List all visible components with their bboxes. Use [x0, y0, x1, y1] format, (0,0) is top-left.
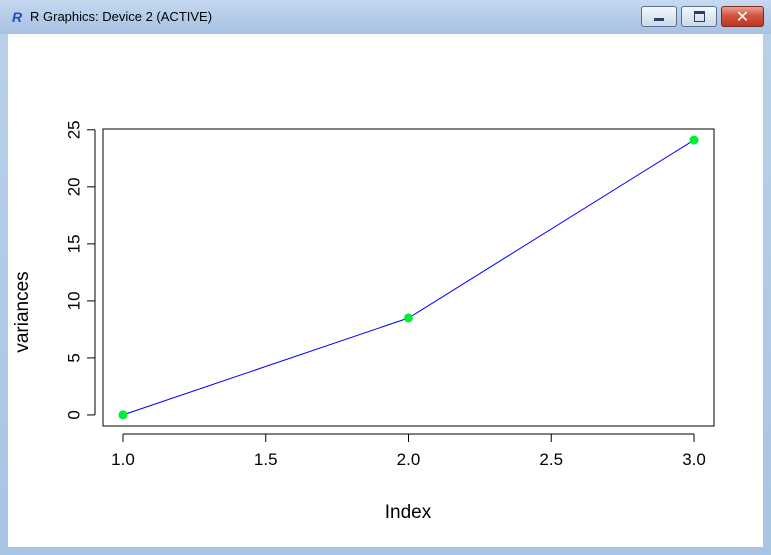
- close-button[interactable]: ✕: [721, 6, 764, 27]
- series-line: [122, 139, 695, 416]
- y-axis: 0 5 10 15 20 25: [65, 120, 96, 420]
- title-bar[interactable]: R R Graphics: Device 2 (ACTIVE) ✕: [0, 0, 771, 34]
- x-tick-label: 2.0: [397, 450, 421, 469]
- y-tick-label: 15: [65, 234, 84, 253]
- x-axis-label: Index: [385, 502, 432, 523]
- y-tick-label: 10: [65, 291, 84, 310]
- window-title: R Graphics: Device 2 (ACTIVE): [30, 9, 213, 24]
- y-tick-label: 20: [65, 177, 84, 196]
- plot-svg: 1.0 1.5 2.0 2.5 3.0 0 5 10 15 20 25 Index varianc…: [12, 120, 715, 523]
- y-tick-label: 0: [65, 410, 84, 419]
- x-axis: 1.0 1.5 2.0 2.5 3.0: [111, 433, 706, 469]
- data-point: [689, 135, 699, 145]
- y-tick-label: 5: [65, 353, 84, 362]
- maximize-button[interactable]: [681, 6, 717, 27]
- minimize-button[interactable]: [641, 6, 677, 27]
- series-layer: [118, 135, 699, 420]
- plot-frame: [102, 128, 715, 427]
- y-axis-label: variances: [12, 271, 33, 352]
- x-tick-label: 1.5: [254, 450, 278, 469]
- maximize-icon: [693, 11, 705, 22]
- x-tick-label: 3.0: [682, 450, 706, 469]
- x-tick-label: 1.0: [111, 450, 135, 469]
- data-point: [118, 410, 128, 420]
- r-app-icon: R: [11, 9, 23, 25]
- y-tick-label: 25: [65, 120, 84, 139]
- graphics-device-canvas: 1.0 1.5 2.0 2.5 3.0 0 5 10 15 20 25 Index varianc…: [8, 34, 763, 547]
- x-tick-label: 2.5: [539, 450, 563, 469]
- data-point: [404, 313, 413, 323]
- close-icon: ✕: [735, 6, 750, 26]
- minimize-icon: [654, 18, 664, 21]
